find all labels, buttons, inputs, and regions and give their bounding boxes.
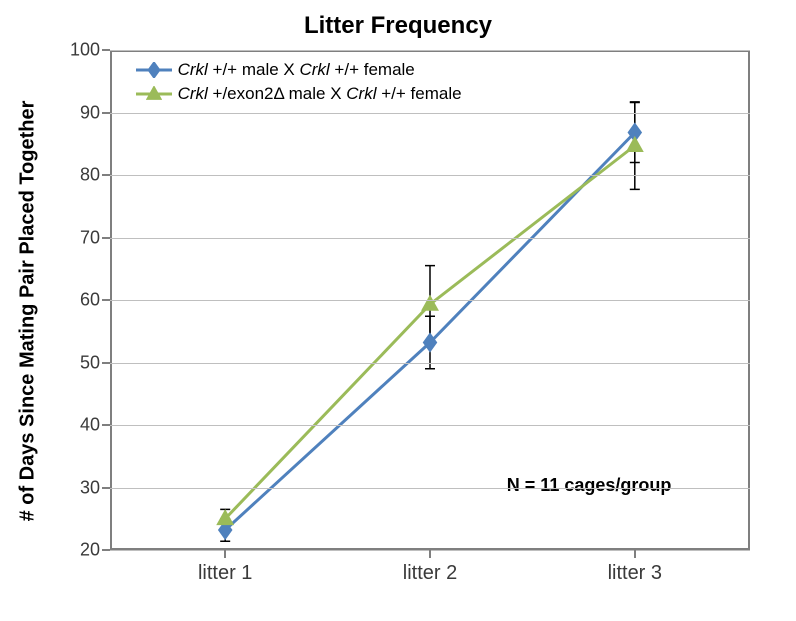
y-tick-label: 100: [70, 40, 100, 61]
y-tick-label: 70: [80, 227, 100, 248]
x-tick-mark: [634, 550, 636, 558]
legend-label: Crkl +/+ male X Crkl +/+ female: [178, 60, 415, 80]
chart-container: Litter Frequency # of Days Since Mating …: [0, 0, 796, 621]
grid-line: [110, 488, 750, 489]
legend-item: Crkl +/exon2Δ male X Crkl +/+ female: [136, 84, 462, 104]
y-tick-mark: [102, 174, 110, 176]
x-tick-label: litter 3: [608, 562, 662, 585]
y-tick-mark: [102, 362, 110, 364]
x-tick-label: litter 1: [198, 562, 252, 585]
y-tick-label: 50: [80, 352, 100, 373]
legend-label: Crkl +/exon2Δ male X Crkl +/+ female: [178, 84, 462, 104]
grid-line: [110, 50, 750, 51]
y-tick-mark: [102, 237, 110, 239]
grid-line: [110, 363, 750, 364]
grid-line: [110, 425, 750, 426]
grid-line: [110, 113, 750, 114]
y-tick-label: 80: [80, 165, 100, 186]
y-tick-mark: [102, 112, 110, 114]
y-axis-label: # of Days Since Mating Pair Placed Toget…: [17, 100, 40, 521]
grid-line: [110, 175, 750, 176]
plot-area: Crkl +/+ male X Crkl +/+ female Crkl +/ex…: [110, 50, 750, 550]
chart-title: Litter Frequency: [0, 12, 796, 40]
y-tick-label: 20: [80, 540, 100, 561]
legend-item: Crkl +/+ male X Crkl +/+ female: [136, 60, 462, 80]
grid-line: [110, 238, 750, 239]
x-tick-mark: [224, 550, 226, 558]
y-tick-mark: [102, 424, 110, 426]
legend: Crkl +/+ male X Crkl +/+ female Crkl +/ex…: [136, 60, 462, 108]
series-marker: [422, 296, 438, 311]
y-tick-label: 60: [80, 290, 100, 311]
y-tick-mark: [102, 549, 110, 551]
x-tick-label: litter 2: [403, 562, 457, 585]
grid-line: [110, 300, 750, 301]
y-tick-label: 90: [80, 102, 100, 123]
y-tick-label: 30: [80, 477, 100, 498]
y-tick-mark: [102, 299, 110, 301]
legend-swatch: [136, 86, 172, 102]
y-tick-label: 40: [80, 415, 100, 436]
x-tick-mark: [429, 550, 431, 558]
y-tick-mark: [102, 487, 110, 489]
legend-swatch: [136, 62, 172, 78]
y-tick-mark: [102, 49, 110, 51]
sample-size-annotation: N = 11 cages/group: [507, 475, 672, 496]
